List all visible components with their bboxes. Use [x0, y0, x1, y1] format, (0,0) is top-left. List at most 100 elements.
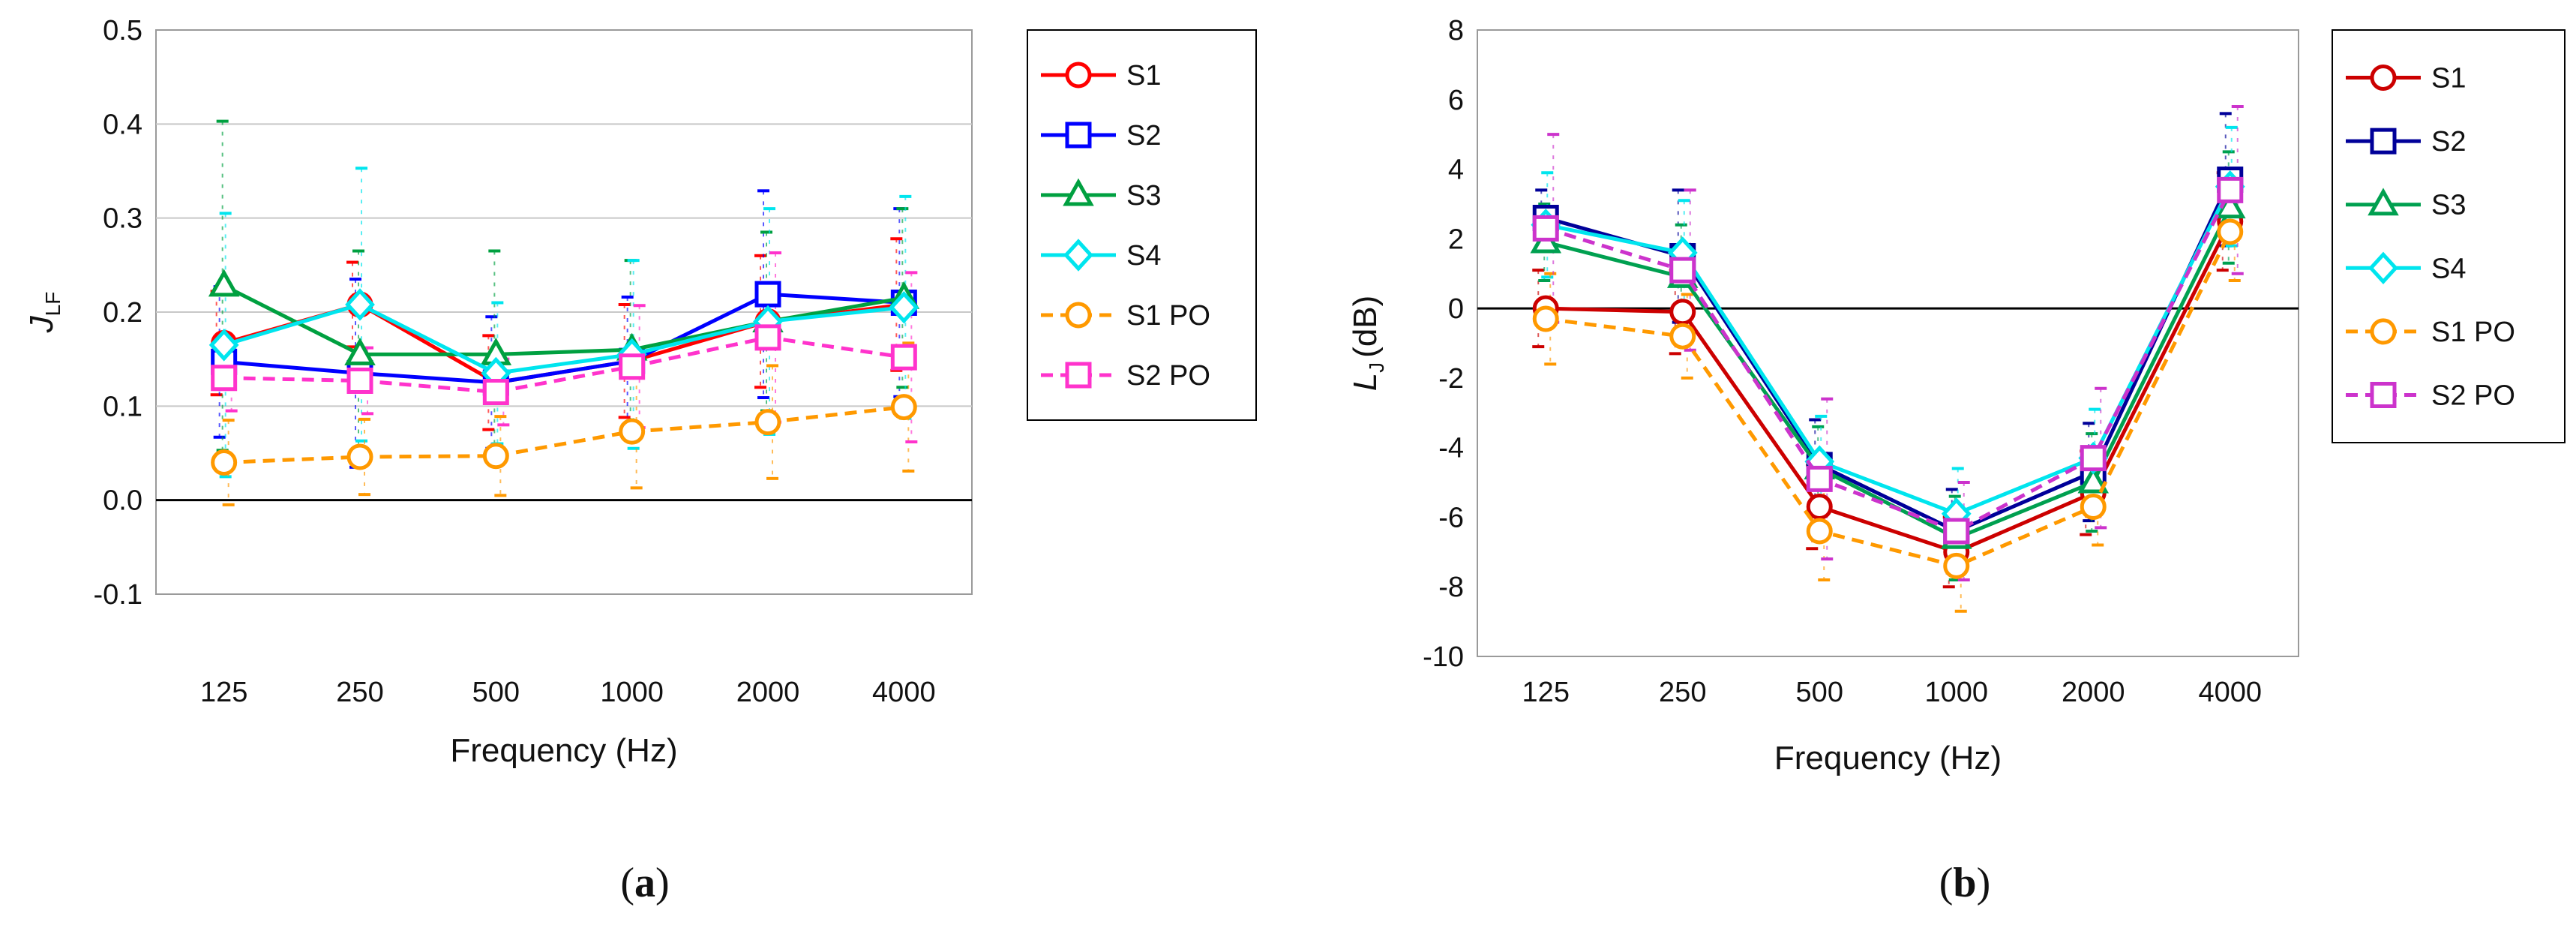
- data-point: [1943, 518, 1970, 545]
- legend-marker: [1063, 178, 1094, 206]
- y-tick-label: 0.1: [103, 391, 142, 422]
- x-tick-label: 250: [336, 677, 383, 708]
- caption-letter: b: [1953, 860, 1976, 906]
- series-line: [223, 292, 904, 385]
- y-tick-label: 4: [1448, 155, 1464, 186]
- panel-caption: (a): [620, 860, 669, 906]
- legend-box: [1027, 29, 1257, 421]
- data-point: [482, 379, 509, 406]
- data-point: [889, 291, 919, 324]
- y-tick-label: -6: [1438, 502, 1464, 533]
- legend-label: S2 PO: [1126, 360, 1210, 392]
- y-tick-label: 0.2: [103, 297, 142, 329]
- legend-label: S1 PO: [2431, 317, 2515, 348]
- caption-close-paren: ): [1977, 860, 1991, 906]
- data-point: [1532, 215, 1559, 242]
- legend-label: S2 PO: [2431, 380, 2515, 412]
- series-s2-po: [1532, 176, 2244, 545]
- legend-marker: [1065, 122, 1092, 149]
- y-tick-label: -4: [1438, 433, 1464, 464]
- data-point: [2077, 465, 2110, 494]
- data-point: [2217, 218, 2244, 245]
- legend-marker: [1063, 239, 1093, 272]
- y-tick-label: -2: [1438, 363, 1464, 395]
- data-point: [346, 443, 373, 470]
- legend-label: S3: [2431, 190, 2466, 221]
- caption-close-paren: ): [655, 860, 670, 906]
- y-axis-title: JLF: [23, 292, 64, 334]
- legend-marker: [2368, 188, 2399, 216]
- data-point: [754, 324, 781, 351]
- legend-label: S4: [1126, 240, 1161, 272]
- data-point: [1669, 299, 1696, 326]
- y-tick-label: -0.1: [94, 579, 142, 611]
- legend-label: S2: [1126, 120, 1161, 152]
- data-point: [1669, 323, 1696, 350]
- data-point: [1669, 257, 1696, 284]
- data-point: [2217, 176, 2244, 203]
- x-axis-title: Frequency (Hz): [1774, 740, 2002, 776]
- y-axis-title-sub: J: [1365, 362, 1388, 373]
- x-tick-label: 125: [1522, 677, 1570, 708]
- legend-marker: [2370, 318, 2397, 345]
- legend-label: S4: [2431, 253, 2466, 284]
- series-s1-po: [211, 394, 917, 476]
- data-point: [619, 353, 646, 380]
- y-tick-label: 2: [1448, 224, 1464, 255]
- data-point: [890, 344, 917, 371]
- y-axis-title-sub: LF: [41, 292, 64, 317]
- series-line: [1545, 206, 2232, 541]
- data-point: [890, 394, 917, 421]
- data-point: [344, 338, 376, 365]
- y-tick-label: 8: [1448, 15, 1464, 47]
- data-point: [2080, 445, 2107, 472]
- legend: S1 S2 S3 S4 S1 PO S2 PO: [2332, 29, 2566, 443]
- y-axis-title-main: J: [23, 315, 60, 333]
- caption-open-paren: (: [620, 860, 634, 906]
- x-tick-label: 125: [200, 677, 247, 708]
- y-tick-label: 0.3: [103, 203, 142, 235]
- data-point: [1943, 552, 1970, 579]
- legend-marker: [2368, 251, 2398, 285]
- panel-b-chart: -10 -8 -6 -4 -2 0 2 4 6 8 125 250 500 1000 2000 4000 Fre…: [1347, 15, 2566, 906]
- panel-a-chart: -0.1 0.0 0.1 0.2 0.3 0.4 0.5 125 250 500 1000 2000 4…: [23, 15, 1257, 906]
- x-tick-label: 4000: [872, 677, 936, 708]
- data-point: [2080, 494, 2107, 521]
- legend: S1 S2 S3 S4 S1 PO S2 PO: [1027, 29, 1257, 421]
- data-point: [1532, 305, 1559, 332]
- legend-marker: [2370, 382, 2397, 409]
- data-point: [346, 367, 373, 394]
- x-tick-label: 500: [472, 677, 520, 708]
- legend-marker: [1065, 62, 1092, 89]
- x-axis-title: Frequency (Hz): [450, 732, 677, 769]
- caption-open-paren: (: [1939, 860, 1954, 906]
- y-tick-label: 0.0: [103, 485, 142, 517]
- series-line: [223, 302, 904, 376]
- y-axis-title-main: L: [1347, 373, 1384, 391]
- caption-letter: a: [634, 860, 655, 906]
- data-point: [345, 288, 375, 321]
- x-tick-label: 2000: [736, 677, 800, 708]
- legend-label: S1 PO: [1126, 300, 1210, 332]
- data-point: [211, 365, 238, 392]
- y-tick-label: -8: [1438, 572, 1464, 603]
- data-point: [208, 269, 240, 297]
- y-axis-title-unit: (dB): [1347, 296, 1384, 358]
- legend-box: [2332, 29, 2566, 443]
- x-tick-label: 1000: [1924, 677, 1988, 708]
- legend-marker: [1065, 362, 1092, 389]
- data-point: [754, 281, 781, 308]
- x-tick-label: 250: [1659, 677, 1706, 708]
- legend-marker: [1065, 302, 1092, 329]
- series-s2-po: [211, 324, 917, 406]
- panel-caption: (b): [1939, 860, 1990, 906]
- data-point: [208, 329, 239, 362]
- series-s1-po: [1532, 218, 2244, 579]
- x-tick-label: 2000: [2062, 677, 2125, 708]
- data-point: [482, 443, 509, 470]
- data-point: [1806, 494, 1833, 521]
- legend-label: S1: [1126, 60, 1161, 92]
- series-line: [223, 335, 904, 395]
- data-point: [1806, 465, 1833, 492]
